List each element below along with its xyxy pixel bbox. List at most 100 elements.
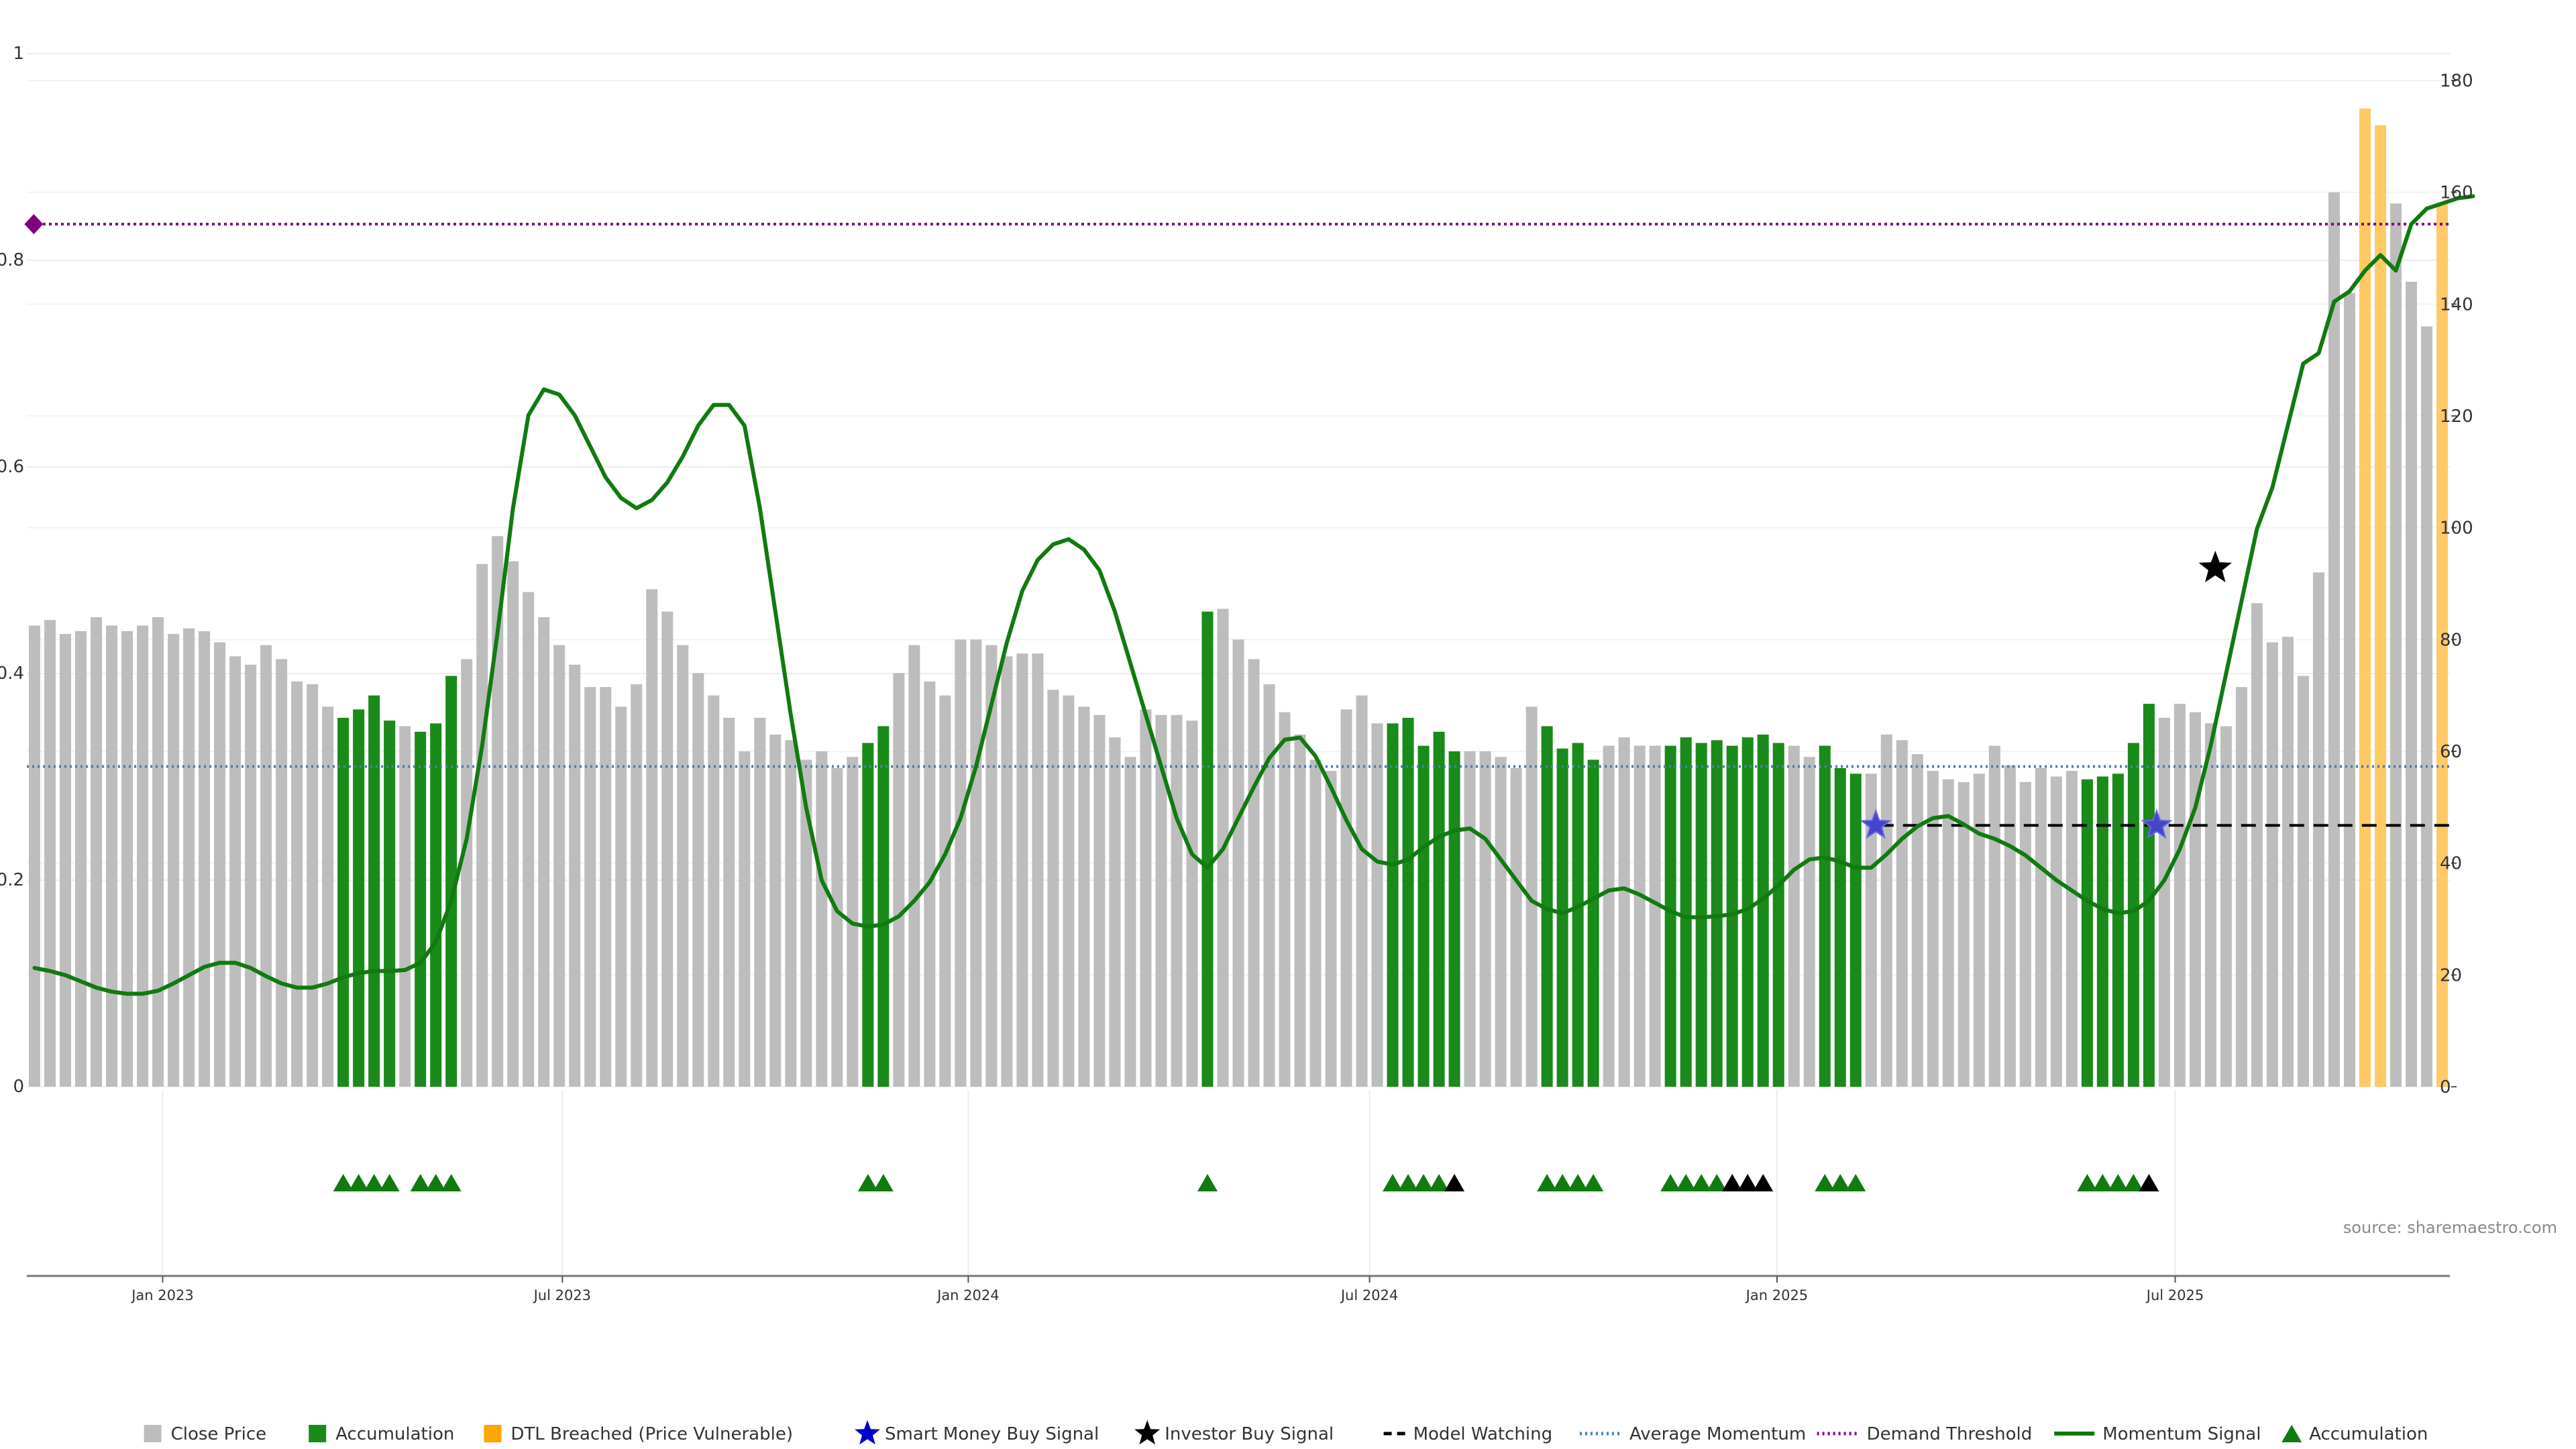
close-price-bar [661,611,674,1087]
accumulation-bar [2127,743,2139,1087]
left-axis-tick-label: 0 [13,1077,24,1097]
accumulation-bar [1587,759,1599,1087]
close-price-bar [1371,723,1383,1087]
close-price-bar [307,684,319,1087]
close-price-bar [1356,695,1368,1087]
close-price-bar [1865,773,1877,1087]
close-price-bar [2390,203,2402,1087]
legend-triangle-icon [2282,1425,2302,1442]
close-price-bar [785,740,797,1087]
legend-item: Average Momentum [1580,1424,1806,1444]
price-bars [28,108,2449,1087]
accumulation-triangle [348,1174,369,1191]
close-price-bar [461,659,473,1087]
close-price-bar [399,726,411,1087]
accumulation-triangle [1583,1174,1604,1191]
demand-threshold-marker [24,214,44,235]
accumulation-bar [2143,704,2155,1087]
close-price-bar [1603,745,1615,1087]
close-price-bar [60,634,72,1087]
accumulation-triangle [2092,1174,2113,1191]
chart-gridlines [27,53,2450,1275]
close-price-bar [168,634,180,1087]
accumulation-bar [1757,735,1769,1087]
close-price-bar [1279,712,1291,1087]
close-price-bar [28,625,41,1087]
close-price-bar [1340,709,1352,1087]
close-price-bar [1263,684,1275,1087]
close-price-bar [183,628,195,1087]
right-axis-tick-label: 40 [2440,854,2462,874]
left-axis-tick-label: 0.8 [0,250,24,270]
accumulation-triangle [1552,1174,1573,1191]
accumulation-bar [1387,723,1399,1087]
close-price-bar [2266,642,2278,1087]
accumulation-triangle [410,1174,431,1191]
close-price-bar [985,645,998,1087]
accumulation-bar [1664,745,1676,1087]
accumulation-bar [2096,776,2108,1087]
legend-label: Momentum Signal [2102,1424,2261,1444]
close-price-bar [245,664,257,1087]
accumulation-bar [1772,743,1784,1087]
close-price-bar [1032,653,1044,1087]
close-price-bar [2297,676,2309,1087]
accumulation-bar [2112,773,2124,1087]
legend-item: Model Watching [1383,1424,1552,1444]
close-price-bar [2420,326,2433,1087]
close-price-bar [322,706,334,1087]
close-price-bar [739,751,751,1087]
close-price-bar [1942,779,1954,1087]
close-price-bar [692,673,704,1087]
accumulation-triangle [1691,1174,1712,1191]
close-price-bar [260,645,272,1087]
accumulation-triangle [1383,1174,1403,1191]
legend-label: Demand Threshold [1867,1424,2033,1444]
close-price-bar [1973,773,1985,1087]
close-price-bar [1016,653,1028,1087]
legend-item: Smart Money Buy Signal [855,1420,1099,1445]
close-price-bar [1988,745,2000,1087]
close-price-bar [476,564,488,1087]
close-price-bar [2312,572,2324,1087]
close-price-bar [523,592,535,1087]
chart-axes: 0 0.2 0.4 0.6 0.8 1 0 20 40 60 80 100 120 140 160 180 [0,44,2473,1097]
left-axis-tick-label: 1 [13,44,24,64]
close-price-bar [2189,712,2201,1087]
close-price-bar [1294,735,1306,1087]
accumulation-bar [877,726,890,1087]
close-price-bar [1927,771,1939,1087]
close-price-bar [2050,776,2062,1087]
close-price-bar [1140,709,1152,1087]
legend-label: Investor Buy Signal [1165,1424,1334,1444]
close-price-bar [2328,192,2340,1087]
close-price-bar [2158,718,2170,1087]
investor-buy-star [2198,550,2232,582]
momentum-signal-line [32,194,2475,996]
legend-label: Model Watching [1413,1424,1552,1444]
source-note: source: sharemaestro.com [2343,1218,2557,1237]
legend-label: Smart Money Buy Signal [885,1424,1099,1444]
close-price-bar [1788,745,1800,1087]
close-price-bar [1479,751,1491,1087]
accumulation-bar [1448,751,1460,1087]
close-price-bar [507,561,519,1087]
close-price-bar [492,536,504,1087]
accumulation-triangle-panel [333,1174,2159,1191]
close-price-bar [44,620,56,1087]
accumulation-triangle [425,1174,446,1191]
close-price-bar [1248,659,1260,1087]
accumulation-triangle [333,1174,354,1191]
close-price-bar [723,718,735,1087]
close-price-bar [1464,751,1476,1087]
legend-swatch [484,1425,502,1442]
close-price-bar [800,759,812,1087]
accumulation-bar [2081,779,2093,1087]
close-price-bar [91,617,103,1087]
signal-markers [1860,550,2232,839]
momentum-layer [32,194,2475,996]
close-price-bar [2019,782,2031,1087]
accumulation-triangle [1398,1174,1419,1191]
accumulation-bar [862,743,874,1087]
dtl-breached-bar [2436,203,2449,1087]
